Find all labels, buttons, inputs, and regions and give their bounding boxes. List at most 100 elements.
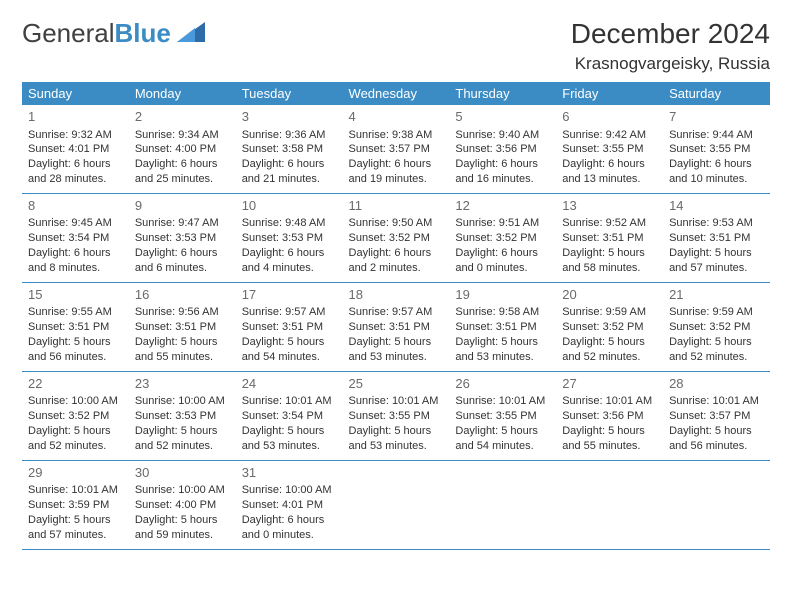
sunset-line: Sunset: 4:00 PM bbox=[135, 142, 230, 157]
calendar-cell: 6Sunrise: 9:42 AMSunset: 3:55 PMDaylight… bbox=[556, 105, 663, 193]
day-number: 9 bbox=[135, 197, 230, 215]
calendar-cell: 4Sunrise: 9:38 AMSunset: 3:57 PMDaylight… bbox=[343, 105, 450, 193]
sunset-line: Sunset: 3:57 PM bbox=[349, 142, 444, 157]
daylight-line: Daylight: 5 hours and 59 minutes. bbox=[135, 513, 230, 543]
day-number: 14 bbox=[669, 197, 764, 215]
sunrise-line: Sunrise: 9:56 AM bbox=[135, 305, 230, 320]
day-number: 22 bbox=[28, 375, 123, 393]
sunrise-line: Sunrise: 9:48 AM bbox=[242, 216, 337, 231]
daylight-line: Daylight: 5 hours and 53 minutes. bbox=[349, 424, 444, 454]
calendar-cell: 23Sunrise: 10:00 AMSunset: 3:53 PMDaylig… bbox=[129, 371, 236, 460]
sunset-line: Sunset: 3:53 PM bbox=[135, 409, 230, 424]
calendar-cell: 15Sunrise: 9:55 AMSunset: 3:51 PMDayligh… bbox=[22, 282, 129, 371]
sunset-line: Sunset: 3:52 PM bbox=[562, 320, 657, 335]
logo: General Blue bbox=[22, 18, 205, 49]
daylight-line: Daylight: 5 hours and 52 minutes. bbox=[135, 424, 230, 454]
calendar-cell: 7Sunrise: 9:44 AMSunset: 3:55 PMDaylight… bbox=[663, 105, 770, 193]
sunrise-line: Sunrise: 9:45 AM bbox=[28, 216, 123, 231]
daylight-line: Daylight: 6 hours and 2 minutes. bbox=[349, 246, 444, 276]
sunset-line: Sunset: 3:52 PM bbox=[349, 231, 444, 246]
calendar-cell: 30Sunrise: 10:00 AMSunset: 4:00 PMDaylig… bbox=[129, 460, 236, 549]
sunrise-line: Sunrise: 9:40 AM bbox=[455, 128, 550, 143]
calendar-table: Sunday Monday Tuesday Wednesday Thursday… bbox=[22, 82, 770, 550]
sunrise-line: Sunrise: 9:42 AM bbox=[562, 128, 657, 143]
daylight-line: Daylight: 5 hours and 53 minutes. bbox=[349, 335, 444, 365]
day-number: 28 bbox=[669, 375, 764, 393]
sunrise-line: Sunrise: 9:32 AM bbox=[28, 128, 123, 143]
day-number: 8 bbox=[28, 197, 123, 215]
calendar-cell: 2Sunrise: 9:34 AMSunset: 4:00 PMDaylight… bbox=[129, 105, 236, 193]
sunset-line: Sunset: 3:55 PM bbox=[562, 142, 657, 157]
daylight-line: Daylight: 5 hours and 56 minutes. bbox=[28, 335, 123, 365]
daylight-line: Daylight: 5 hours and 53 minutes. bbox=[242, 424, 337, 454]
calendar-cell: 19Sunrise: 9:58 AMSunset: 3:51 PMDayligh… bbox=[449, 282, 556, 371]
daylight-line: Daylight: 5 hours and 54 minutes. bbox=[242, 335, 337, 365]
day-number: 19 bbox=[455, 286, 550, 304]
calendar-cell: 29Sunrise: 10:01 AMSunset: 3:59 PMDaylig… bbox=[22, 460, 129, 549]
logo-word1: General bbox=[22, 18, 115, 49]
daylight-line: Daylight: 6 hours and 21 minutes. bbox=[242, 157, 337, 187]
calendar-row: 1Sunrise: 9:32 AMSunset: 4:01 PMDaylight… bbox=[22, 105, 770, 193]
calendar-cell: 12Sunrise: 9:51 AMSunset: 3:52 PMDayligh… bbox=[449, 193, 556, 282]
day-number: 26 bbox=[455, 375, 550, 393]
calendar-cell bbox=[556, 460, 663, 549]
calendar-row: 29Sunrise: 10:01 AMSunset: 3:59 PMDaylig… bbox=[22, 460, 770, 549]
daylight-line: Daylight: 5 hours and 53 minutes. bbox=[455, 335, 550, 365]
daylight-line: Daylight: 6 hours and 8 minutes. bbox=[28, 246, 123, 276]
calendar-cell: 1Sunrise: 9:32 AMSunset: 4:01 PMDaylight… bbox=[22, 105, 129, 193]
sunrise-line: Sunrise: 10:00 AM bbox=[135, 483, 230, 498]
calendar-cell: 5Sunrise: 9:40 AMSunset: 3:56 PMDaylight… bbox=[449, 105, 556, 193]
day-number: 24 bbox=[242, 375, 337, 393]
sunset-line: Sunset: 3:53 PM bbox=[242, 231, 337, 246]
daylight-line: Daylight: 5 hours and 56 minutes. bbox=[669, 424, 764, 454]
calendar-cell: 27Sunrise: 10:01 AMSunset: 3:56 PMDaylig… bbox=[556, 371, 663, 460]
sunrise-line: Sunrise: 10:00 AM bbox=[28, 394, 123, 409]
day-number: 11 bbox=[349, 197, 444, 215]
calendar-cell: 9Sunrise: 9:47 AMSunset: 3:53 PMDaylight… bbox=[129, 193, 236, 282]
day-number: 15 bbox=[28, 286, 123, 304]
sunrise-line: Sunrise: 9:59 AM bbox=[669, 305, 764, 320]
calendar-cell: 20Sunrise: 9:59 AMSunset: 3:52 PMDayligh… bbox=[556, 282, 663, 371]
sunset-line: Sunset: 3:51 PM bbox=[455, 320, 550, 335]
sunset-line: Sunset: 3:52 PM bbox=[28, 409, 123, 424]
calendar-row: 22Sunrise: 10:00 AMSunset: 3:52 PM Daylig… bbox=[22, 371, 770, 460]
sunrise-line: Sunrise: 9:53 AM bbox=[669, 216, 764, 231]
day-number: 27 bbox=[562, 375, 657, 393]
sunset-line: Sunset: 3:51 PM bbox=[669, 231, 764, 246]
day-number: 5 bbox=[455, 108, 550, 126]
calendar-cell: 24Sunrise: 10:01 AMSunset: 3:54 PMDaylig… bbox=[236, 371, 343, 460]
day-number: 6 bbox=[562, 108, 657, 126]
calendar-cell: 11Sunrise: 9:50 AMSunset: 3:52 PMDayligh… bbox=[343, 193, 450, 282]
sunrise-line: Sunrise: 9:57 AM bbox=[349, 305, 444, 320]
calendar-cell: 18Sunrise: 9:57 AMSunset: 3:51 PMDayligh… bbox=[343, 282, 450, 371]
calendar-cell bbox=[343, 460, 450, 549]
sunset-line: Sunset: 3:52 PM bbox=[669, 320, 764, 335]
sunset-line: Sunset: 4:01 PM bbox=[242, 498, 337, 513]
day-header: Friday bbox=[556, 82, 663, 105]
daylight-line: Daylight: 6 hours and 25 minutes. bbox=[135, 157, 230, 187]
calendar-row: 15Sunrise: 9:55 AMSunset: 3:51 PMDayligh… bbox=[22, 282, 770, 371]
title-block: December 2024 Krasnogvargeisky, Russia bbox=[571, 18, 770, 74]
day-header: Monday bbox=[129, 82, 236, 105]
calendar-cell: 25Sunrise: 10:01 AMSunset: 3:55 PMDaylig… bbox=[343, 371, 450, 460]
sunrise-line: Sunrise: 9:47 AM bbox=[135, 216, 230, 231]
sunset-line: Sunset: 3:57 PM bbox=[669, 409, 764, 424]
calendar-title: December 2024 bbox=[571, 18, 770, 50]
day-number: 7 bbox=[669, 108, 764, 126]
calendar-row: 8Sunrise: 9:45 AMSunset: 3:54 PMDaylight… bbox=[22, 193, 770, 282]
calendar-cell: 10Sunrise: 9:48 AMSunset: 3:53 PMDayligh… bbox=[236, 193, 343, 282]
logo-word2: Blue bbox=[115, 18, 171, 49]
sunrise-line: Sunrise: 10:01 AM bbox=[349, 394, 444, 409]
calendar-cell bbox=[449, 460, 556, 549]
daylight-line: Daylight: 5 hours and 57 minutes. bbox=[669, 246, 764, 276]
day-number: 25 bbox=[349, 375, 444, 393]
day-number: 12 bbox=[455, 197, 550, 215]
sunrise-line: Sunrise: 9:55 AM bbox=[28, 305, 123, 320]
sunrise-line: Sunrise: 10:01 AM bbox=[28, 483, 123, 498]
sunset-line: Sunset: 3:51 PM bbox=[28, 320, 123, 335]
sunrise-line: Sunrise: 10:01 AM bbox=[455, 394, 550, 409]
day-number: 10 bbox=[242, 197, 337, 215]
sunset-line: Sunset: 3:53 PM bbox=[135, 231, 230, 246]
daylight-line: Daylight: 6 hours and 6 minutes. bbox=[135, 246, 230, 276]
sunrise-line: Sunrise: 9:50 AM bbox=[349, 216, 444, 231]
